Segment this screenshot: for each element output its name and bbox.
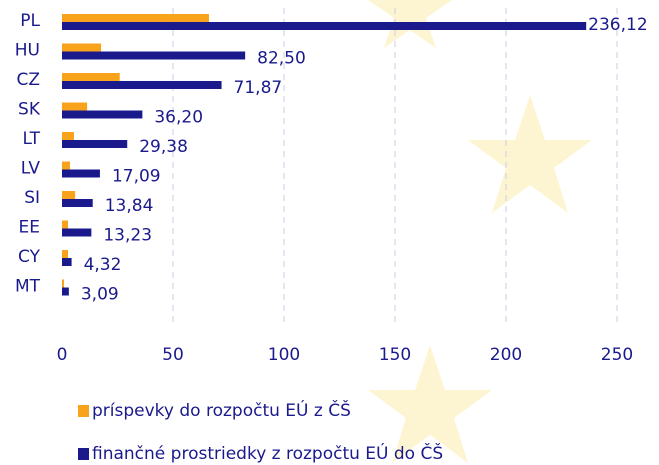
bar [62, 140, 127, 148]
data-label: 82,50 [257, 49, 306, 69]
data-label: 13,84 [105, 196, 154, 216]
bar [62, 280, 64, 288]
y-tick-label: SK [18, 100, 41, 120]
data-label: 13,23 [103, 226, 152, 246]
background-stars [368, 0, 592, 463]
x-tick-label: 150 [379, 345, 411, 365]
y-tick-label: CZ [16, 70, 40, 90]
bar [62, 73, 120, 81]
data-label: 36,20 [154, 108, 203, 128]
y-tick-label: SI [24, 188, 40, 208]
x-tick-label: 250 [601, 345, 633, 365]
legend-label: finančné prostriedky z rozpočtu EÚ do ČŠ [92, 442, 443, 464]
bar [62, 22, 586, 30]
y-tick-label: LV [21, 159, 41, 179]
bar [62, 103, 87, 111]
chart: 0 50 100 150 200 250 PL 236,12 HU 82,50 CZ 71,87 SK 3… [0, 0, 659, 465]
bar [62, 288, 69, 296]
y-tick-label: MT [15, 277, 41, 297]
y-tick-label: HU [15, 41, 40, 61]
data-label: 236,12 [588, 15, 647, 35]
y-tick-label: LT [22, 129, 40, 149]
data-label: 17,09 [112, 167, 161, 187]
y-tick-label: PL [20, 11, 40, 31]
data-label: 71,87 [234, 78, 283, 98]
data-label: 29,38 [139, 137, 188, 157]
bar [62, 229, 91, 237]
x-tick-label: 200 [490, 345, 522, 365]
bar [62, 191, 75, 199]
bar [62, 170, 100, 178]
bar [62, 44, 101, 52]
y-tick-label: CY [18, 247, 41, 267]
bar [62, 162, 70, 170]
x-tick-label: 0 [57, 345, 68, 365]
bar [62, 258, 72, 266]
bar [62, 14, 209, 22]
legend-swatch [78, 405, 89, 417]
bar [62, 111, 142, 119]
data-label: 3,09 [81, 285, 119, 305]
bar [62, 199, 93, 207]
legend-swatch [78, 448, 89, 460]
x-tick-label: 100 [268, 345, 300, 365]
y-tick-label: EE [19, 218, 40, 238]
bar [62, 52, 245, 60]
bar [62, 81, 222, 89]
bar [62, 221, 68, 229]
bar [62, 132, 74, 140]
bar [62, 250, 68, 258]
legend-label: príspevky do rozpočtu EÚ z ČŠ [92, 399, 351, 421]
data-label: 4,32 [84, 255, 122, 275]
x-tick-label: 50 [162, 345, 184, 365]
